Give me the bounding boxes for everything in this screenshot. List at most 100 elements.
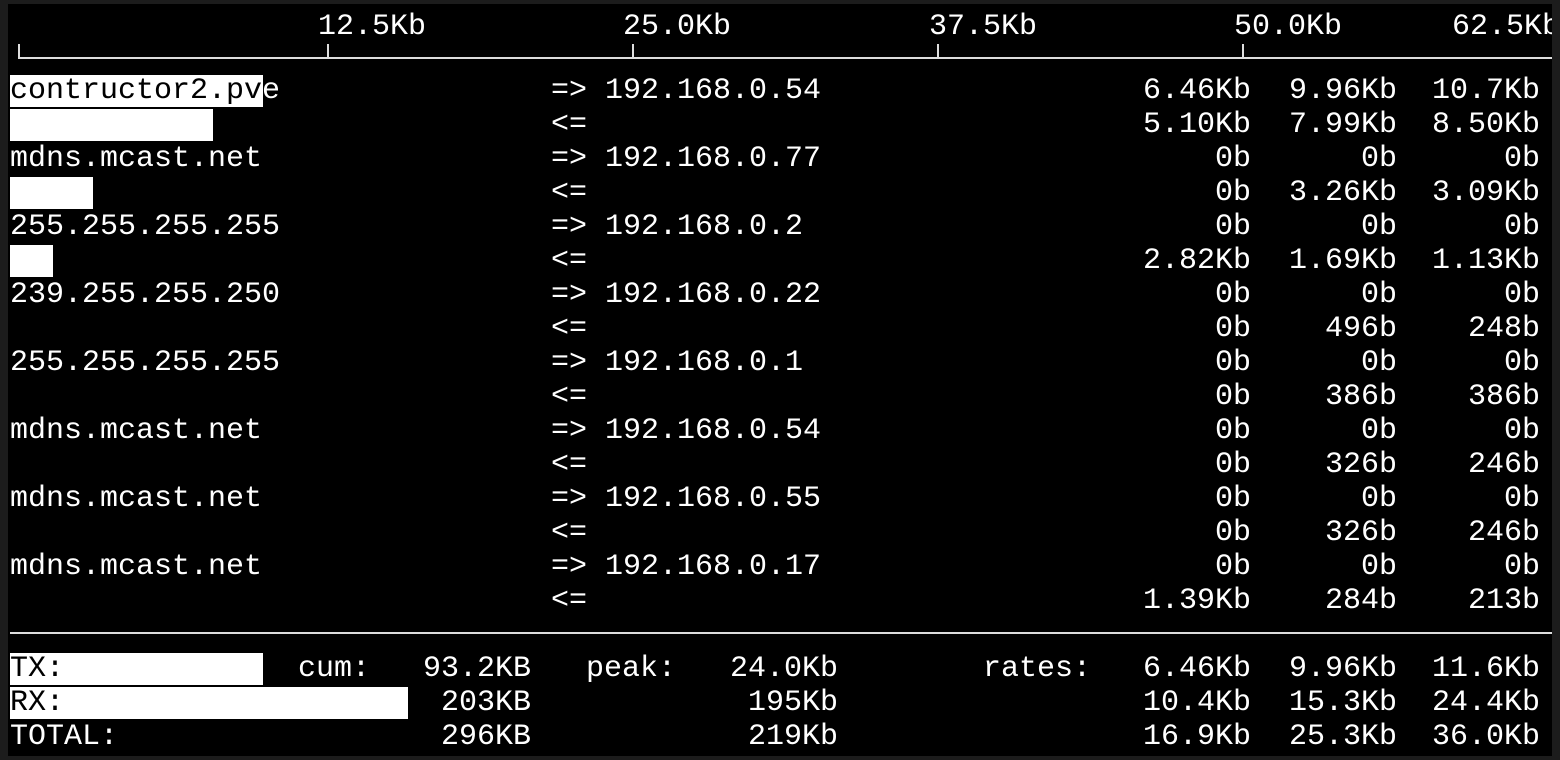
rx-rate: 5.10Kb (1142, 108, 1251, 142)
rates-label: rates: (983, 652, 1092, 686)
rx-rate: 1.39Kb (1142, 584, 1251, 618)
total-rate: 9.96Kb (1288, 652, 1397, 686)
peak-value: 195Kb (747, 686, 838, 720)
tx-rate: 0b (1360, 346, 1397, 380)
tx-arrow: => (551, 414, 588, 448)
rx-rate: 284b (1324, 584, 1397, 618)
peak-value: 219Kb (747, 720, 838, 754)
tx-rate: 0b (1360, 278, 1397, 312)
flow-host: mdns.mcast.net (10, 414, 263, 448)
total-rate: 16.9Kb (1142, 720, 1251, 754)
rx-arrow: <= (551, 448, 588, 482)
tx-rate: 0b (1503, 210, 1540, 244)
rx-rate: 1.69Kb (1288, 244, 1397, 278)
tx-rate: 0b (1360, 550, 1397, 584)
total-rate: 6.46Kb (1142, 652, 1251, 686)
tx-rate: 0b (1360, 482, 1397, 516)
rate-bar (10, 653, 263, 685)
rx-rate: 0b (1214, 516, 1251, 550)
rx-arrow: <= (551, 108, 588, 142)
scale-tick (327, 44, 329, 59)
rx-rate: 0b (1214, 176, 1251, 210)
tx-rate: 0b (1503, 278, 1540, 312)
rate-bar (10, 245, 53, 277)
flow-dest: 192.168.0.54 (605, 74, 822, 108)
scale-tick (632, 44, 634, 59)
scale-tick-zero (18, 44, 20, 59)
tx-rate: 0b (1360, 210, 1397, 244)
rx-rate: 386b (1467, 380, 1540, 414)
tx-rate: 10.7Kb (1431, 74, 1540, 108)
rate-bar (10, 109, 213, 141)
rx-rate: 246b (1467, 448, 1540, 482)
rx-rate: 386b (1324, 380, 1397, 414)
tx-arrow: => (551, 278, 588, 312)
rx-rate: 326b (1324, 448, 1397, 482)
scale-label: 37.5Kb (929, 10, 1038, 44)
tx-arrow: => (551, 550, 588, 584)
flow-dest: 192.168.0.54 (605, 414, 822, 448)
rx-arrow: <= (551, 312, 588, 346)
tx-rate: 0b (1214, 210, 1251, 244)
rx-arrow: <= (551, 380, 588, 414)
rx-rate: 0b (1214, 380, 1251, 414)
rx-rate: 213b (1467, 584, 1540, 618)
flow-host: 255.255.255.255 (10, 346, 281, 380)
rate-bar (10, 75, 263, 107)
peak-label: peak: (586, 652, 677, 686)
tx-rate: 0b (1214, 550, 1251, 584)
tx-rate: 6.46Kb (1142, 74, 1251, 108)
footer-label: TOTAL: (10, 720, 119, 754)
rx-rate: 3.26Kb (1288, 176, 1397, 210)
flow-host: 255.255.255.255 (10, 210, 281, 244)
flow-dest: 192.168.0.17 (605, 550, 822, 584)
cum-value: 203KB (440, 686, 531, 720)
tx-rate: 0b (1503, 482, 1540, 516)
tx-rate: 0b (1360, 142, 1397, 176)
total-rate: 15.3Kb (1288, 686, 1397, 720)
scale-label: 50.0Kb (1234, 10, 1343, 44)
tx-rate: 0b (1214, 482, 1251, 516)
footer-separator (10, 632, 1552, 634)
flow-dest: 192.168.0.77 (605, 142, 822, 176)
tx-rate: 0b (1503, 346, 1540, 380)
tx-rate: 0b (1503, 550, 1540, 584)
cum-value: 296KB (440, 720, 531, 754)
flow-host: mdns.mcast.net (10, 142, 263, 176)
rate-bar (10, 177, 93, 209)
total-rate: 36.0Kb (1431, 720, 1540, 754)
rx-rate: 3.09Kb (1431, 176, 1540, 210)
rx-rate: 0b (1214, 312, 1251, 346)
rx-rate: 326b (1324, 516, 1397, 550)
tx-arrow: => (551, 346, 588, 380)
rate-bar (10, 687, 409, 719)
tx-rate: 0b (1360, 414, 1397, 448)
total-rate: 24.4Kb (1431, 686, 1540, 720)
tx-rate: 9.96Kb (1288, 74, 1397, 108)
tx-rate: 0b (1214, 142, 1251, 176)
tx-rate: 0b (1214, 346, 1251, 380)
scale-label: 25.0Kb (623, 10, 732, 44)
scale-tick (1242, 44, 1244, 59)
total-rate: 25.3Kb (1288, 720, 1397, 754)
flow-dest: 192.168.0.22 (605, 278, 822, 312)
peak-value: 24.0Kb (729, 652, 838, 686)
flow-host: mdns.mcast.net (10, 482, 263, 516)
scale-label: 62.5Kb (1452, 10, 1552, 44)
cum-value: 93.2KB (422, 652, 531, 686)
rx-rate: 7.99Kb (1288, 108, 1397, 142)
rx-rate: 1.13Kb (1431, 244, 1540, 278)
cum-label: cum: (298, 652, 371, 686)
rx-rate: 0b (1214, 448, 1251, 482)
total-rate: 10.4Kb (1142, 686, 1251, 720)
flow-dest: 192.168.0.55 (605, 482, 822, 516)
flow-dest: 192.168.0.2 (605, 210, 804, 244)
tx-rate: 0b (1503, 414, 1540, 448)
flow-host: mdns.mcast.net (10, 550, 263, 584)
rx-rate: 496b (1324, 312, 1397, 346)
rx-rate: 248b (1467, 312, 1540, 346)
tx-arrow: => (551, 210, 588, 244)
tx-arrow: => (551, 74, 588, 108)
total-rate: 11.6Kb (1431, 652, 1540, 686)
scale-label: 12.5Kb (318, 10, 427, 44)
